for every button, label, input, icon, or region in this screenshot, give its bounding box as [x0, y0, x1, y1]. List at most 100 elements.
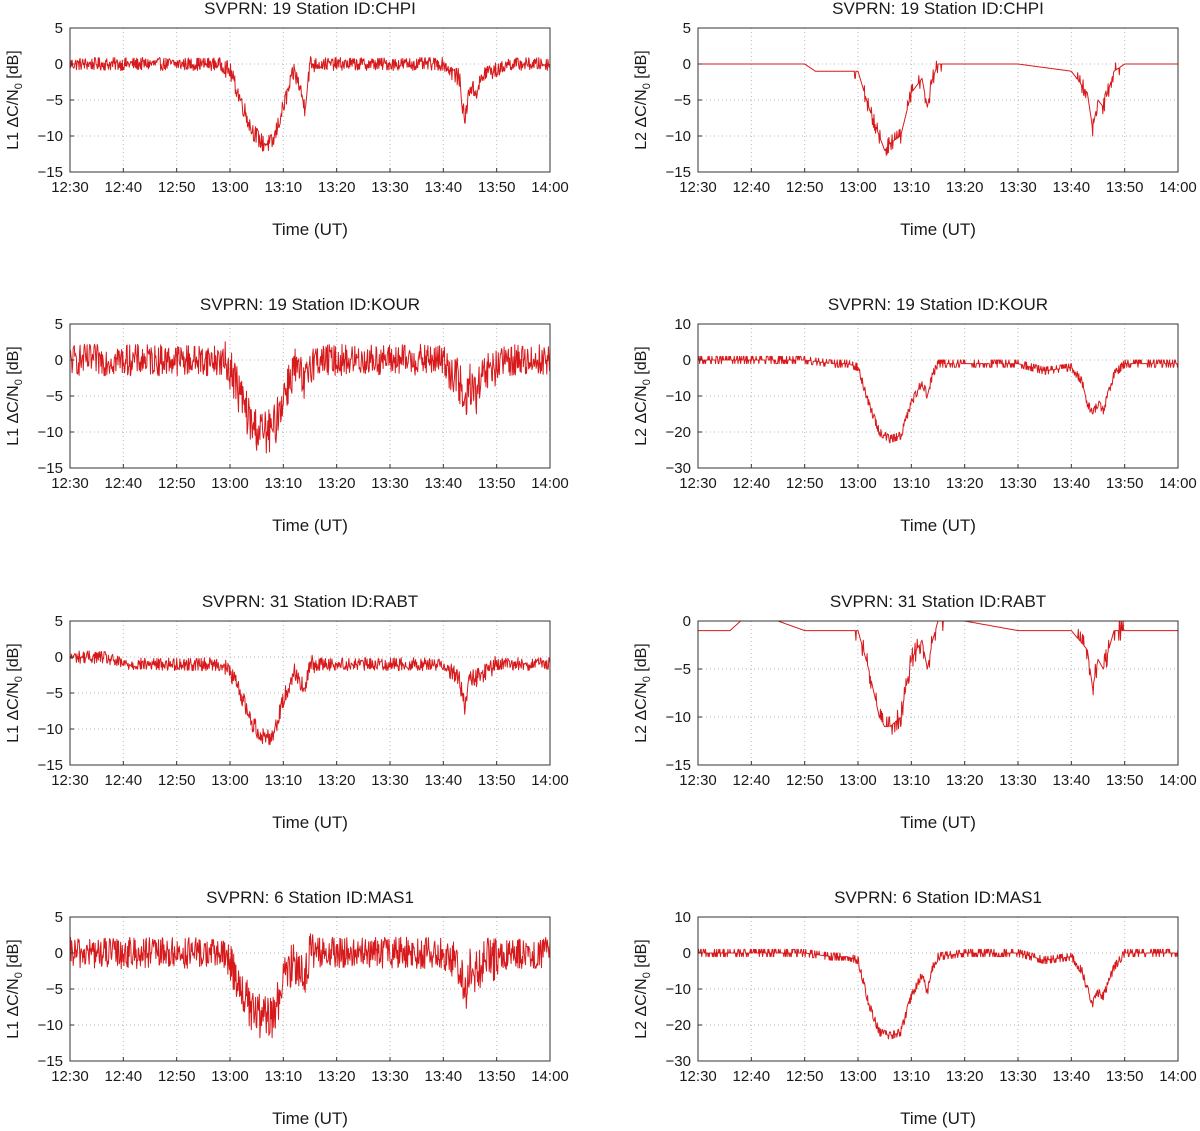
y-tick-label: −10 — [666, 981, 691, 998]
x-tick-label: 12:50 — [786, 179, 824, 196]
panel-5: 12:30 12:40 12:50 13:00 13:10 13:20 13:30 13:40… — [5, 592, 569, 832]
y-tick-label: 5 — [683, 20, 691, 37]
x-tick-label: 13:10 — [265, 1068, 303, 1085]
y-axis-label: L1 ΔC/N0 [dB] — [5, 50, 25, 150]
x-tick-label: 13:20 — [318, 475, 356, 492]
x-tick-label: 13:10 — [893, 475, 931, 492]
y-tick-label: −10 — [666, 128, 691, 145]
x-axis-label: Time (UT) — [272, 220, 348, 239]
x-tick-label: 12:50 — [786, 475, 824, 492]
x-tick-label: 13:50 — [1106, 475, 1144, 492]
y-tick-label: −5 — [46, 685, 63, 702]
chart-title: SVPRN: 6 Station ID:MAS1 — [834, 888, 1042, 907]
x-tick-label: 13:20 — [318, 772, 356, 789]
panel-6: 12:30 12:40 12:50 13:00 13:10 13:20 13:30 13:40… — [633, 592, 1197, 832]
y-tick-label: −30 — [666, 1053, 691, 1070]
x-tick-label: 12:40 — [733, 1068, 771, 1085]
x-axis-label: Time (UT) — [900, 813, 976, 832]
y-axis-label: L2 ΔC/N0 [dB] — [633, 50, 653, 150]
x-tick-label: 14:00 — [1159, 772, 1197, 789]
panel-3: 12:30 12:40 12:50 13:00 13:10 13:20 13:30 13:40… — [5, 295, 569, 535]
y-tick-label: 0 — [55, 649, 63, 666]
x-tick-label: 13:30 — [999, 179, 1037, 196]
x-tick-label: 13:40 — [1053, 1068, 1091, 1085]
y-axis-label: L2 ΔC/N0 [dB] — [633, 643, 653, 743]
series-line — [697, 355, 1179, 444]
y-tick-label: −30 — [666, 460, 691, 477]
y-tick-label: 10 — [674, 316, 691, 333]
x-tick-label: 13:20 — [946, 772, 984, 789]
y-tick-label: −5 — [46, 92, 63, 109]
y-axis-label: L1 ΔC/N0 [dB] — [5, 643, 25, 743]
y-tick-label: 0 — [55, 945, 63, 962]
x-tick-label: 13:50 — [1106, 772, 1144, 789]
y-tick-label: 0 — [55, 56, 63, 73]
x-tick-label: 14:00 — [531, 1068, 569, 1085]
x-tick-label: 13:40 — [425, 179, 463, 196]
plot-frame — [697, 620, 1179, 766]
series-line — [69, 341, 551, 454]
x-tick-label: 13:00 — [839, 772, 877, 789]
x-tick-label: 13:10 — [265, 475, 303, 492]
x-tick-label: 14:00 — [1159, 475, 1197, 492]
x-tick-label: 12:40 — [105, 475, 143, 492]
y-tick-label: −15 — [38, 460, 63, 477]
y-tick-label: −20 — [666, 1017, 691, 1034]
x-tick-label: 12:30 — [51, 1068, 89, 1085]
y-tick-label: −20 — [666, 424, 691, 441]
x-tick-label: 13:40 — [425, 1068, 463, 1085]
y-tick-label: 0 — [683, 945, 691, 962]
x-axis-label: Time (UT) — [272, 516, 348, 535]
y-tick-label: −5 — [674, 661, 691, 678]
y-axis-label: L1 ΔC/N0 [dB] — [5, 346, 25, 446]
y-axis-label: L1 ΔC/N0 [dB] — [5, 939, 25, 1039]
x-tick-label: 13:30 — [371, 475, 409, 492]
x-tick-label: 14:00 — [531, 475, 569, 492]
x-tick-label: 13:20 — [946, 475, 984, 492]
y-axis-label: L2 ΔC/N0 [dB] — [633, 346, 653, 446]
x-tick-label: 12:50 — [158, 475, 196, 492]
y-tick-label: −5 — [46, 981, 63, 998]
x-tick-label: 13:10 — [265, 772, 303, 789]
x-tick-label: 13:30 — [371, 772, 409, 789]
chart-title: SVPRN: 19 Station ID:KOUR — [828, 295, 1048, 314]
x-tick-label: 13:00 — [211, 475, 249, 492]
y-tick-label: −15 — [38, 164, 63, 181]
x-tick-label: 12:40 — [733, 179, 771, 196]
y-tick-label: −5 — [674, 92, 691, 109]
x-tick-label: 13:40 — [425, 475, 463, 492]
y-tick-label: −10 — [38, 128, 63, 145]
chart-title: SVPRN: 31 Station ID:RABT — [202, 592, 418, 611]
x-tick-label: 13:10 — [265, 179, 303, 196]
x-tick-label: 13:20 — [318, 1068, 356, 1085]
chart-title: SVPRN: 19 Station ID:KOUR — [200, 295, 420, 314]
x-tick-label: 13:30 — [999, 475, 1037, 492]
x-tick-label: 14:00 — [1159, 1068, 1197, 1085]
series-line — [698, 60, 1178, 156]
x-tick-label: 13:00 — [839, 475, 877, 492]
x-tick-label: 13:20 — [318, 179, 356, 196]
y-tick-label: −10 — [38, 721, 63, 738]
x-tick-label: 13:30 — [999, 772, 1037, 789]
x-tick-label: 13:00 — [211, 772, 249, 789]
x-tick-label: 14:00 — [531, 179, 569, 196]
x-tick-label: 13:10 — [893, 1068, 931, 1085]
x-tick-label: 12:40 — [105, 1068, 143, 1085]
x-tick-label: 13:00 — [211, 179, 249, 196]
x-axis-label: Time (UT) — [272, 1109, 348, 1128]
x-tick-label: 13:40 — [1053, 179, 1091, 196]
x-tick-label: 12:30 — [679, 772, 717, 789]
x-tick-label: 12:30 — [51, 475, 89, 492]
y-tick-label: 5 — [55, 909, 63, 926]
chart-title: SVPRN: 19 Station ID:CHPI — [204, 0, 416, 18]
y-tick-label: 0 — [55, 352, 63, 369]
x-tick-label: 12:50 — [158, 1068, 196, 1085]
y-tick-label: 0 — [683, 56, 691, 73]
x-tick-label: 12:40 — [105, 772, 143, 789]
x-axis-label: Time (UT) — [900, 220, 976, 239]
y-axis-label: L2 ΔC/N0 [dB] — [633, 939, 653, 1039]
panel-7: 12:30 12:40 12:50 13:00 13:10 13:20 13:30 13:40… — [5, 888, 569, 1128]
chart-title: SVPRN: 6 Station ID:MAS1 — [206, 888, 414, 907]
x-tick-label: 12:50 — [158, 772, 196, 789]
